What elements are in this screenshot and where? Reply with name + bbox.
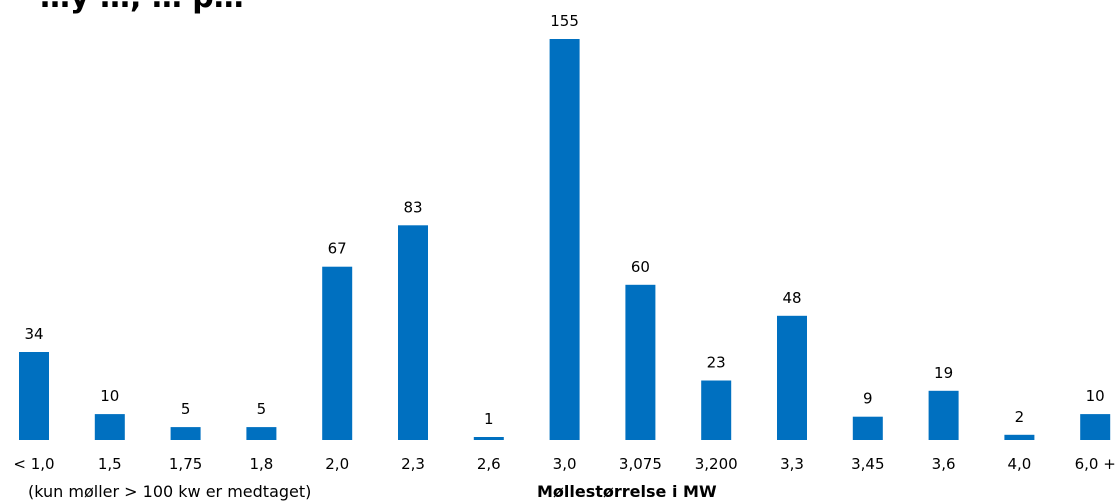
bar-10 bbox=[777, 315, 807, 440]
bar-2 bbox=[170, 427, 201, 440]
x-tick-label-3: 1,8 bbox=[249, 455, 273, 473]
x-tick-label-0: < 1,0 bbox=[13, 455, 54, 473]
data-label-1: 10 bbox=[100, 387, 119, 405]
x-tick-label-5: 2,3 bbox=[401, 455, 425, 473]
data-label-9: 23 bbox=[707, 354, 726, 372]
bar-0 bbox=[19, 352, 49, 440]
bar-12 bbox=[928, 390, 959, 440]
data-label-12: 19 bbox=[934, 364, 953, 382]
x-tick-label-14: 6,0 + bbox=[1075, 455, 1116, 473]
x-axis-label: Møllestørrelse i MW bbox=[537, 482, 717, 501]
x-tick-label-6: 2,6 bbox=[477, 455, 501, 473]
data-label-8: 60 bbox=[631, 258, 650, 276]
x-tick-label-10: 3,3 bbox=[780, 455, 804, 473]
data-label-11: 9 bbox=[863, 390, 873, 408]
x-tick-label-12: 3,6 bbox=[932, 455, 956, 473]
data-label-3: 5 bbox=[257, 400, 267, 418]
bar-14 bbox=[1080, 414, 1111, 440]
x-tick-label-13: 4,0 bbox=[1007, 455, 1031, 473]
bar-8 bbox=[625, 284, 656, 440]
bar-3 bbox=[246, 427, 277, 440]
data-label-13: 2 bbox=[1015, 408, 1025, 426]
bar-1 bbox=[94, 414, 125, 440]
chart-footnote: (kun møller > 100 kw er medtaget) bbox=[28, 482, 312, 501]
x-tick-label-4: 2,0 bbox=[325, 455, 349, 473]
data-label-14: 10 bbox=[1086, 387, 1105, 405]
bar-6 bbox=[473, 437, 504, 440]
data-label-5: 83 bbox=[403, 198, 422, 216]
x-tick-label-9: 3,200 bbox=[695, 455, 738, 473]
data-label-10: 48 bbox=[782, 289, 801, 307]
data-label-6: 1 bbox=[484, 410, 494, 428]
bar-4 bbox=[322, 266, 353, 440]
x-tick-label-8: 3,075 bbox=[619, 455, 662, 473]
data-label-2: 5 bbox=[181, 400, 191, 418]
bar-13 bbox=[1004, 434, 1035, 440]
bar-9 bbox=[701, 380, 732, 440]
bar-5 bbox=[398, 225, 428, 440]
data-label-4: 67 bbox=[328, 240, 347, 258]
x-tick-label-2: 1,75 bbox=[169, 455, 202, 473]
data-label-7: 155 bbox=[550, 12, 579, 30]
chart-title: …y …, … p… bbox=[40, 0, 244, 15]
x-tick-label-7: 3,0 bbox=[553, 455, 577, 473]
chart-title-clip: …y …, … p… bbox=[0, 0, 700, 30]
x-tick-label-11: 3,45 bbox=[851, 455, 884, 473]
bar-11 bbox=[852, 416, 883, 440]
data-label-0: 34 bbox=[24, 325, 43, 343]
bar-7 bbox=[549, 39, 580, 440]
x-tick-label-1: 1,5 bbox=[98, 455, 122, 473]
